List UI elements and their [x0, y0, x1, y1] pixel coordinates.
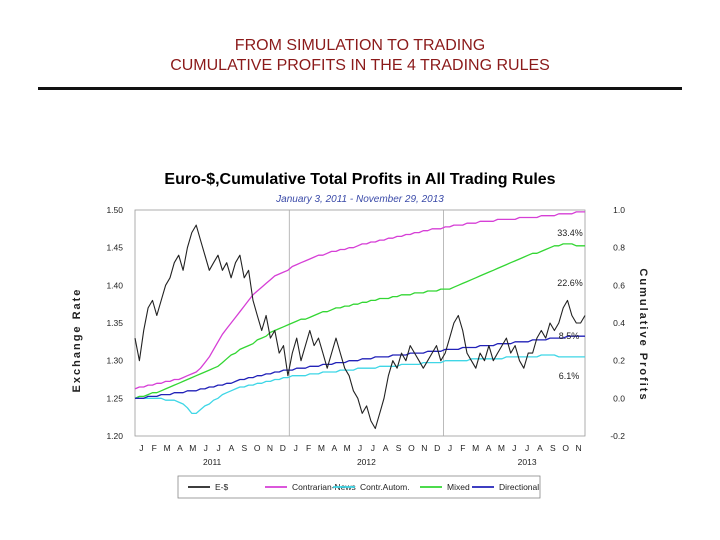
x-tick-label: M — [164, 443, 171, 453]
x-tick-label: A — [383, 443, 389, 453]
y-axis-label: Exchange Rate — [71, 288, 83, 393]
legend-item-label: Contrarian-News — [292, 482, 356, 492]
x-tick-label: J — [204, 443, 208, 453]
x-tick-label: M — [189, 443, 196, 453]
x-tick-label: M — [344, 443, 351, 453]
x-tick-label: J — [216, 443, 220, 453]
x-tick-label: J — [139, 443, 143, 453]
x-tick-label: F — [152, 443, 157, 453]
y-tick-label: 1.25 — [106, 393, 123, 403]
series-line-contrarian-news — [134, 211, 585, 390]
annotation-label: 22.6% — [557, 278, 583, 288]
x-tick-label: J — [448, 443, 452, 453]
x-year-label: 2012 — [357, 457, 376, 467]
annotation-label: 33.4% — [557, 228, 583, 238]
x-tick-label: A — [537, 443, 543, 453]
annotation-label: 8.5% — [559, 331, 580, 341]
x-tick-label: N — [576, 443, 582, 453]
y2-axis-label: Cumulative Profits — [637, 268, 649, 401]
slide-title-line1: FROM SIMULATION TO TRADING — [234, 37, 486, 54]
legend-item-label: Mixed — [447, 482, 470, 492]
x-year-label: 2013 — [518, 457, 537, 467]
legend-item-label: Contr.Autom. — [360, 482, 410, 492]
x-tick-label: A — [331, 443, 337, 453]
y2-tick-label: -0.2 — [610, 431, 625, 441]
x-tick-label: J — [512, 443, 516, 453]
x-tick-label: J — [525, 443, 529, 453]
y2-tick-label: 0.0 — [613, 393, 625, 403]
legend-item-label: Directional — [499, 482, 539, 492]
x-year-label: 2011 — [203, 457, 222, 467]
y2-tick-label: 0.8 — [613, 243, 625, 253]
series-line-e- — [134, 224, 586, 430]
y2-tick-label: 1.0 — [613, 205, 625, 215]
legend-box — [177, 475, 541, 499]
y2-tick-label: 0.4 — [613, 318, 625, 328]
x-tick-label: M — [498, 443, 505, 453]
x-tick-label: D — [434, 443, 440, 453]
y-tick-label: 1.20 — [106, 431, 123, 441]
x-tick-label: A — [229, 443, 235, 453]
series-line-contr-autom- — [135, 354, 585, 415]
x-tick-label: O — [254, 443, 261, 453]
plot-area-frame — [134, 209, 586, 437]
y-tick-label: 1.40 — [106, 280, 123, 290]
series-line-directional — [135, 335, 585, 399]
y2-tick-label: 0.2 — [613, 356, 625, 366]
x-tick-label: O — [562, 443, 569, 453]
x-tick-label: N — [267, 443, 273, 453]
x-tick-label: O — [408, 443, 415, 453]
x-tick-label: A — [177, 443, 183, 453]
y-tick-label: 1.30 — [106, 356, 123, 366]
x-tick-label: J — [358, 443, 362, 453]
x-tick-label: F — [460, 443, 465, 453]
y2-tick-label: 0.6 — [613, 280, 625, 290]
legend-item-label: E-$ — [215, 482, 229, 492]
x-tick-label: M — [472, 443, 479, 453]
chart-title: Euro-$,Cumulative Total Profits in All T… — [164, 171, 555, 188]
x-tick-label: S — [550, 443, 556, 453]
x-tick-label: J — [371, 443, 375, 453]
x-tick-label: S — [396, 443, 402, 453]
x-tick-label: M — [318, 443, 325, 453]
y-tick-label: 1.35 — [106, 318, 123, 328]
x-tick-label: A — [486, 443, 492, 453]
x-tick-label: J — [294, 443, 298, 453]
x-tick-label: D — [280, 443, 286, 453]
series-line-mixed — [134, 243, 585, 399]
slide-title: FROM SIMULATION TO TRADING CUMULATIVE PR… — [0, 36, 720, 76]
slide-title-line2: CUMULATIVE PROFITS IN THE 4 TRADING RULE… — [170, 57, 550, 74]
y-tick-label: 1.45 — [106, 243, 123, 253]
chart-subtitle: January 3, 2011 - November 29, 2013 — [275, 194, 444, 205]
x-tick-label: N — [421, 443, 427, 453]
x-tick-label: S — [241, 443, 247, 453]
annotation-label: 6.1% — [559, 371, 580, 381]
y-tick-label: 1.50 — [106, 205, 123, 215]
title-divider — [38, 87, 682, 90]
x-tick-label: F — [306, 443, 311, 453]
